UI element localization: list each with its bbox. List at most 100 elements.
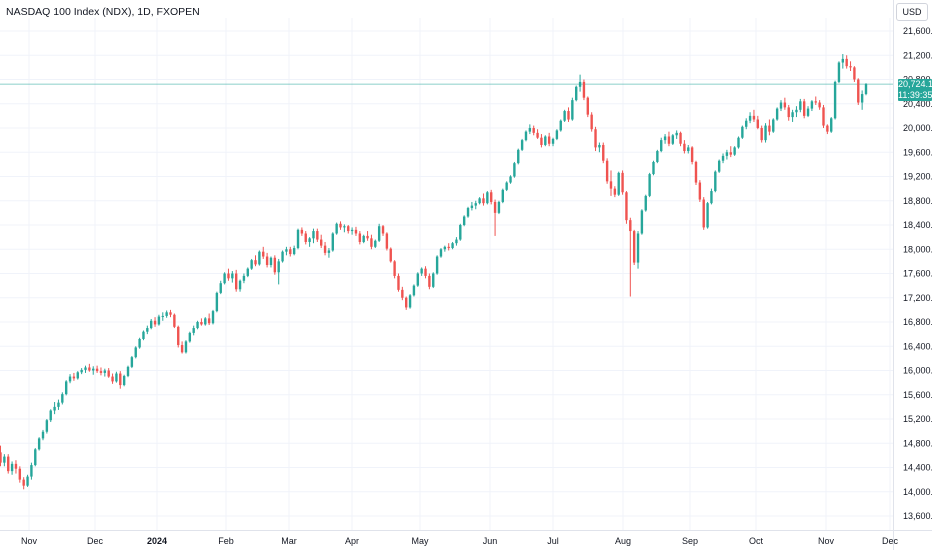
candle-body: [497, 201, 501, 213]
candle-body: [37, 438, 41, 450]
y-tick-label: 17,200.0: [903, 293, 932, 303]
candle-body: [841, 58, 845, 63]
candle-body: [818, 102, 821, 108]
candle-body: [826, 125, 829, 132]
candle-body: [292, 248, 296, 255]
candle-body: [196, 322, 199, 329]
candle-body: [57, 402, 60, 407]
candle-body: [188, 332, 192, 342]
candle-body: [733, 147, 736, 155]
x-tick-label: Nov: [21, 536, 38, 546]
candle-body: [752, 115, 756, 120]
candle-body: [764, 125, 767, 141]
candle-body: [567, 111, 570, 120]
candle-body: [362, 235, 365, 242]
candle-body: [725, 152, 729, 156]
candle-body: [381, 226, 385, 234]
candle-body: [791, 112, 794, 118]
candle-body: [95, 368, 99, 372]
candle-body: [80, 369, 83, 373]
candle-body: [814, 101, 817, 103]
candle-body: [656, 151, 659, 162]
candle-body: [490, 192, 493, 202]
candle-body: [632, 231, 636, 263]
candle-body: [714, 171, 717, 192]
candle-body: [864, 84, 868, 95]
y-tick-label: 16,800.0: [903, 317, 932, 327]
candle-body: [644, 195, 647, 211]
candle-body: [470, 205, 474, 209]
candle-body: [478, 198, 481, 204]
candle-body: [745, 120, 748, 127]
candle-body: [648, 174, 651, 196]
candle-body: [667, 136, 671, 144]
candle-body: [517, 149, 520, 164]
y-tick-label: 18,800.0: [903, 196, 932, 206]
candle-body: [532, 128, 535, 133]
candle-body: [18, 468, 22, 480]
candle-body: [366, 235, 369, 239]
candle-body: [138, 338, 141, 348]
candle-body: [312, 231, 315, 239]
y-tick-label: 15,200.0: [903, 414, 932, 424]
candle-body: [687, 147, 690, 152]
y-tick-label: 14,400.0: [903, 463, 932, 473]
candle-body: [698, 182, 702, 200]
candle-body: [748, 115, 752, 121]
x-tick-label: Sep: [682, 536, 698, 546]
candle-body: [64, 381, 68, 395]
candle-body: [126, 366, 130, 376]
candle-body: [598, 144, 601, 148]
chart-title: NASDAQ 100 Index (NDX), 1D, FXOPEN: [6, 6, 200, 18]
candle-body: [459, 225, 462, 240]
candle-body: [563, 111, 566, 121]
candle-body: [721, 155, 725, 161]
candle-body: [269, 257, 273, 266]
candle-body: [45, 420, 49, 432]
candle-body: [520, 140, 524, 150]
candle-body: [184, 341, 188, 353]
candle-body: [810, 101, 814, 109]
candle-body: [370, 238, 373, 247]
candle-body: [571, 100, 574, 120]
candle-body: [443, 246, 447, 250]
candle-body: [802, 101, 806, 116]
candle-body: [683, 143, 686, 152]
bar-countdown-label: 11:39:35: [898, 90, 932, 100]
candle-body: [551, 138, 555, 144]
candle-body: [289, 249, 292, 255]
candle-body: [428, 275, 431, 287]
candle-body: [602, 144, 605, 161]
candle-body: [281, 251, 284, 262]
candle-body: [246, 268, 249, 276]
candle-body: [513, 163, 516, 177]
candle-body: [822, 107, 825, 126]
last-price-tag: 20,724.1 11:39:35: [898, 79, 932, 101]
candle-body: [153, 320, 157, 325]
candle-body: [10, 463, 14, 472]
candle-body: [180, 345, 184, 353]
candle-body: [119, 373, 122, 386]
candle-body: [254, 260, 257, 265]
candle-body: [729, 152, 732, 155]
y-tick-label: 14,800.0: [903, 438, 932, 448]
candle-body: [845, 58, 848, 67]
candle-body: [323, 245, 327, 253]
last-price-label: 20,724.1: [898, 79, 932, 89]
candle-body: [273, 257, 277, 273]
candle-body: [84, 367, 87, 370]
candle-body: [262, 251, 265, 257]
candle-body: [169, 312, 172, 315]
candle-body: [115, 373, 118, 382]
x-tick-label: Dec: [882, 536, 899, 546]
candle-body: [559, 120, 562, 131]
candle-body: [768, 125, 771, 132]
x-tick-label: 2024: [147, 536, 167, 546]
currency-button[interactable]: USD: [896, 3, 928, 21]
candle-body: [671, 135, 675, 144]
candle-body: [26, 476, 29, 486]
candle-body: [277, 261, 280, 273]
candle-body: [860, 94, 864, 103]
